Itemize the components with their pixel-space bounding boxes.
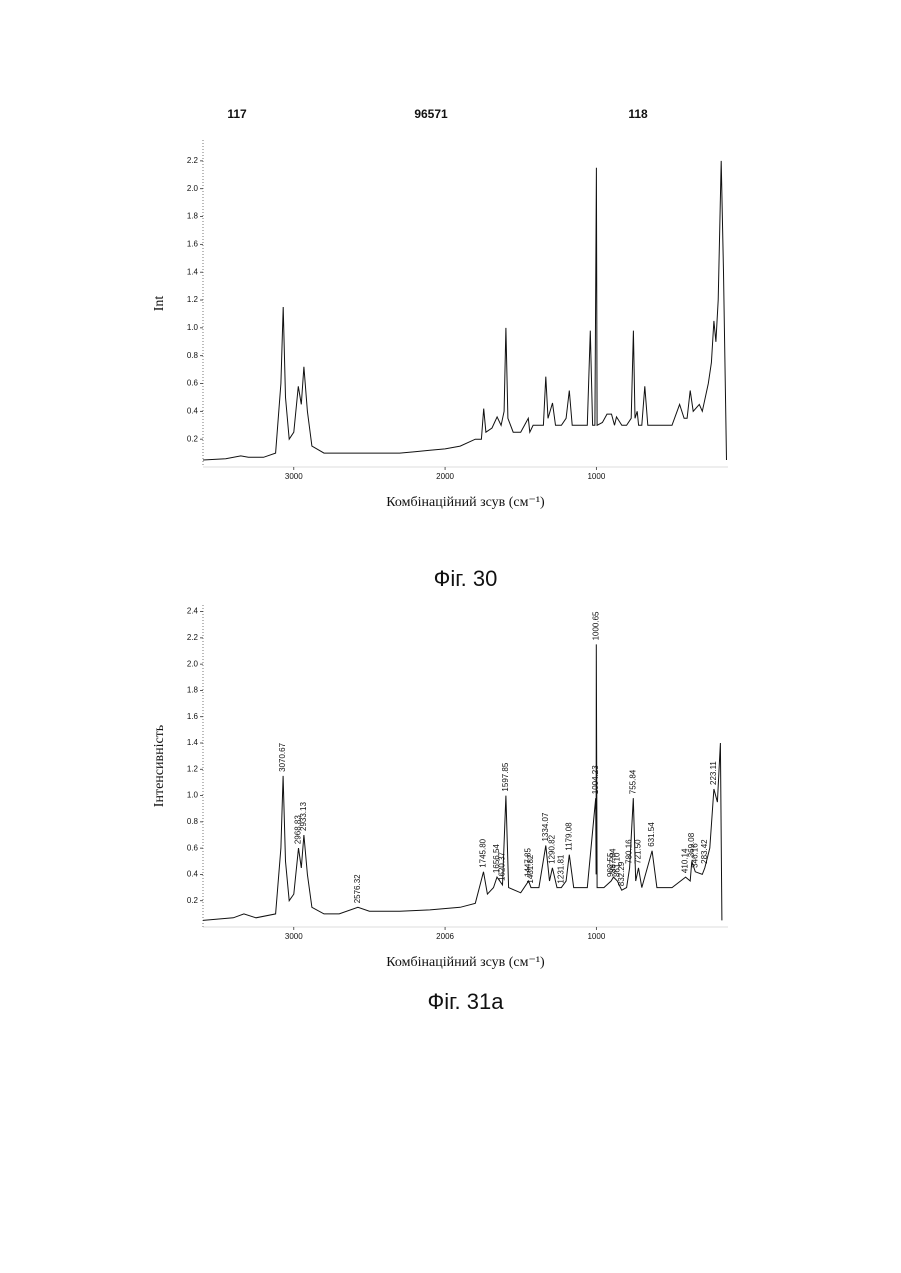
peak-label: 2576.32: [353, 874, 362, 903]
x-tick-label: 3000: [285, 932, 303, 941]
peak-label: 1231.81: [556, 854, 565, 883]
x-axis-label: Комбінаційний зсув (см⁻¹): [386, 495, 545, 510]
patent-number: 96571: [414, 107, 448, 121]
y-tick-label: 1.2: [187, 764, 199, 773]
x-tick-label: 2000: [436, 472, 454, 481]
y-tick-label: 0.2: [187, 434, 199, 443]
y-tick-label: 2.2: [187, 633, 199, 642]
peak-label: 1179.08: [564, 822, 573, 851]
peak-label: 1431.82: [526, 854, 535, 883]
y-tick-label: 1.2: [187, 295, 199, 304]
y-axis-label: Інтенсивність: [152, 725, 167, 807]
x-axis-label: Комбінаційний зсув (см⁻¹): [386, 955, 545, 970]
y-tick-label: 2.4: [187, 607, 199, 616]
figure-caption: Фіг. 31а: [428, 989, 505, 1014]
x-tick-label: 3000: [285, 472, 303, 481]
peak-label: 223.11: [709, 761, 718, 785]
y-tick-label: 0.6: [187, 843, 199, 852]
x-tick-label: 2006: [436, 932, 454, 941]
peak-label: 346.16: [690, 843, 699, 868]
y-tick-label: 0.2: [187, 896, 199, 905]
y-tick-label: 1.4: [187, 738, 199, 747]
page: 117 96571 118 0.2 0.4 0.6 0.8 1.0 1.2 1.4 1.6 1.…: [0, 0, 901, 1273]
x-tick-label: 1000: [587, 932, 605, 941]
y-axis-label: Int: [152, 296, 167, 312]
peak-label: 1620.37: [498, 851, 507, 880]
y-tick-label: 0.8: [187, 817, 199, 826]
peak-label: 1290.82: [547, 834, 556, 863]
page-number: 118: [628, 107, 648, 121]
peak-label: 721.50: [634, 839, 643, 864]
peak-label: 2933.13: [299, 802, 308, 831]
y-tick-label: 0.6: [187, 379, 199, 388]
y-tick-label: 2.0: [187, 184, 199, 193]
y-tick-label: 0.8: [187, 351, 199, 360]
peak-label: 832.29: [617, 861, 626, 886]
spectrum-line: [203, 161, 727, 460]
spectrum-line: [203, 644, 722, 920]
peak-label: 3070.67: [278, 742, 287, 771]
peak-label: 1004.23: [591, 765, 600, 794]
peak-label: 631.54: [647, 822, 656, 847]
y-tick-label: 2.2: [187, 156, 199, 165]
y-tick-label: 1.0: [187, 791, 199, 800]
y-tick-label: 2.0: [187, 659, 199, 668]
peak-label: 1597.85: [501, 762, 510, 791]
y-tick-label: 1.6: [187, 239, 199, 248]
peak-label: 755.84: [628, 769, 637, 794]
peak-label: 283.42: [700, 839, 709, 864]
y-tick-label: 1.8: [187, 212, 199, 221]
y-tick-label: 1.0: [187, 323, 199, 332]
y-tick-label: 0.4: [187, 406, 199, 415]
peak-label: 780.16: [625, 839, 634, 864]
y-tick-label: 1.8: [187, 686, 199, 695]
y-tick-label: 1.6: [187, 712, 199, 721]
y-tick-label: 1.4: [187, 267, 199, 276]
peak-label: 1000.65: [591, 611, 600, 640]
figure-caption: Фіг. 30: [434, 566, 498, 591]
x-tick-label: 1000: [587, 472, 605, 481]
peak-label: 1745.80: [479, 838, 488, 867]
y-tick-label: 0.4: [187, 870, 199, 879]
page-number: 117: [227, 107, 247, 121]
